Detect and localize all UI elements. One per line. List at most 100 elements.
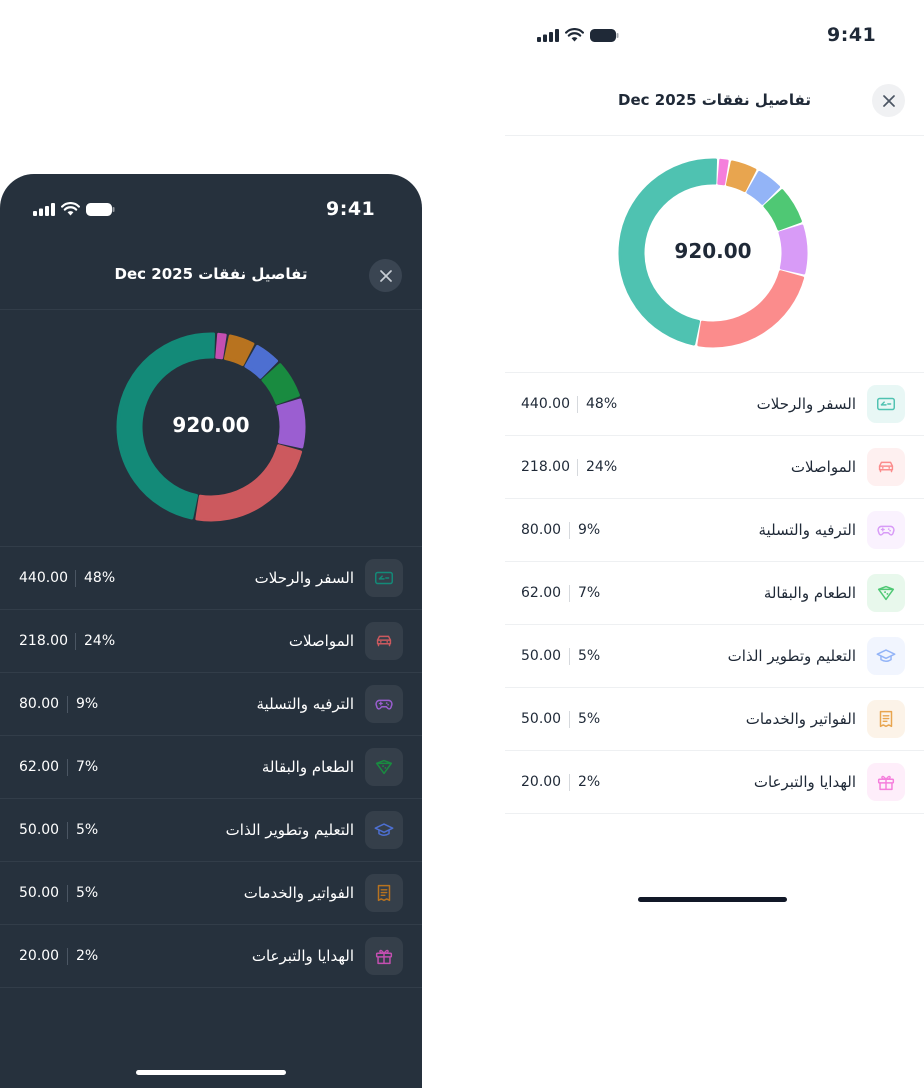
header: تفاصيل نفقات Dec 2025 xyxy=(505,66,924,136)
food-icon xyxy=(375,759,393,775)
category-name: المواصلات xyxy=(288,632,354,650)
category-list: السفر والرحلات 440.00 48% المواصلات 218.00 24… xyxy=(0,547,422,988)
category-row[interactable]: الطعام والبقالة 62.00 7% xyxy=(0,736,422,799)
category-row[interactable]: المواصلات 218.00 24% xyxy=(0,610,422,673)
page-title: تفاصيل نفقات Dec 2025 xyxy=(618,91,811,109)
donut-slice xyxy=(195,444,303,522)
category-row[interactable]: المواصلات 218.00 24% xyxy=(505,436,924,499)
category-icon-tile xyxy=(365,811,403,849)
battery-icon xyxy=(590,28,619,42)
header-divider xyxy=(0,309,422,310)
category-row[interactable]: الطعام والبقالة 62.00 7% xyxy=(505,562,924,625)
gift-icon xyxy=(877,775,895,791)
category-percent: 48% xyxy=(586,396,618,412)
category-row[interactable]: الترفيه والتسلية 80.00 9% xyxy=(505,499,924,562)
category-row[interactable]: التعليم وتطوير الذات 50.00 5% xyxy=(505,625,924,688)
status-time: 9:41 xyxy=(326,198,376,220)
category-icon-tile xyxy=(867,385,905,423)
value-separator xyxy=(569,522,570,539)
food-icon xyxy=(877,585,895,601)
close-icon xyxy=(882,94,895,107)
cellular-signal-icon xyxy=(537,28,559,42)
expense-donut-chart: 920.00 xyxy=(116,332,306,522)
category-amount: 218.00 xyxy=(19,633,68,649)
donut-slice xyxy=(618,158,718,346)
category-name: التعليم وتطوير الذات xyxy=(727,647,856,665)
gamepad-icon xyxy=(375,699,393,710)
value-separator xyxy=(577,459,578,476)
cellular-signal-icon xyxy=(33,202,55,216)
category-amount: 80.00 xyxy=(19,696,60,712)
category-name: الطعام والبقالة xyxy=(763,584,856,602)
chart-divider xyxy=(505,372,924,373)
category-row[interactable]: التعليم وتطوير الذات 50.00 5% xyxy=(0,799,422,862)
close-button[interactable] xyxy=(369,259,402,292)
category-row[interactable]: السفر والرحلات 440.00 48% xyxy=(505,373,924,436)
home-indicator xyxy=(136,1070,286,1075)
header-divider xyxy=(505,135,924,136)
donut-slice xyxy=(778,224,808,275)
category-name: السفر والرحلات xyxy=(756,395,856,413)
wifi-icon xyxy=(61,202,80,216)
battery-icon xyxy=(86,202,115,216)
value-separator xyxy=(569,648,570,665)
category-name: الترفيه والتسلية xyxy=(758,521,856,539)
graduation-cap-icon xyxy=(876,649,896,663)
category-amount: 20.00 xyxy=(19,948,60,964)
category-name: الطعام والبقالة xyxy=(261,758,354,776)
page-title: تفاصيل نفقات Dec 2025 xyxy=(114,265,308,283)
ticket-icon xyxy=(375,571,393,585)
donut-slice xyxy=(276,398,306,449)
category-name: الفواتير والخدمات xyxy=(745,710,856,728)
donut-slice xyxy=(725,160,757,193)
category-amount: 50.00 xyxy=(521,711,562,727)
status-time: 9:41 xyxy=(827,24,877,46)
category-row[interactable]: الهدايا والتبرعات 20.00 2% xyxy=(0,925,422,988)
category-percent: 5% xyxy=(578,648,601,664)
donut-svg xyxy=(116,332,306,522)
category-name: الترفيه والتسلية xyxy=(256,695,354,713)
total-amount: 920.00 xyxy=(172,413,250,437)
car-icon xyxy=(878,461,894,473)
donut-slice xyxy=(261,363,300,405)
graduation-cap-icon xyxy=(374,823,394,837)
value-separator xyxy=(569,774,570,791)
close-icon xyxy=(379,269,392,282)
category-amount: 62.00 xyxy=(521,585,562,601)
category-row[interactable]: الفواتير والخدمات 50.00 5% xyxy=(0,862,422,925)
expense-details-screen-light: 9:41 تفاصيل نفقات Dec 2025 920.00 السفر … xyxy=(505,0,924,920)
close-button[interactable] xyxy=(872,84,905,117)
category-amount: 440.00 xyxy=(521,396,570,412)
category-amount: 50.00 xyxy=(19,822,60,838)
donut-slice xyxy=(763,189,802,231)
category-percent: 5% xyxy=(76,822,99,838)
category-row[interactable]: السفر والرحلات 440.00 48% xyxy=(0,547,422,610)
category-amount: 62.00 xyxy=(19,759,60,775)
category-percent: 7% xyxy=(578,585,601,601)
status-bar: 9:41 xyxy=(505,0,924,66)
donut-slice xyxy=(244,344,279,379)
category-amount: 80.00 xyxy=(521,522,562,538)
category-icon-tile xyxy=(365,937,403,975)
category-row[interactable]: الترفيه والتسلية 80.00 9% xyxy=(0,673,422,736)
category-icon-tile xyxy=(867,574,905,612)
value-separator xyxy=(67,759,68,776)
value-separator xyxy=(67,885,68,902)
wifi-icon xyxy=(565,28,584,42)
category-icon-tile xyxy=(365,685,403,723)
category-percent: 2% xyxy=(578,774,601,790)
category-amount: 50.00 xyxy=(19,885,60,901)
status-icons xyxy=(537,28,620,42)
category-name: الفواتير والخدمات xyxy=(243,884,354,902)
donut-slice xyxy=(717,158,729,186)
category-name: التعليم وتطوير الذات xyxy=(225,821,354,839)
expense-details-screen-dark: 9:41 تفاصيل نفقات Dec 2025 920.00 السفر … xyxy=(0,174,422,1088)
category-percent: 48% xyxy=(84,570,116,586)
category-icon-tile xyxy=(365,874,403,912)
category-icon-tile xyxy=(365,559,403,597)
donut-slice xyxy=(746,170,781,205)
category-row[interactable]: الهدايا والتبرعات 20.00 2% xyxy=(505,751,924,814)
home-indicator xyxy=(638,897,787,902)
category-row[interactable]: الفواتير والخدمات 50.00 5% xyxy=(505,688,924,751)
category-percent: 5% xyxy=(578,711,601,727)
